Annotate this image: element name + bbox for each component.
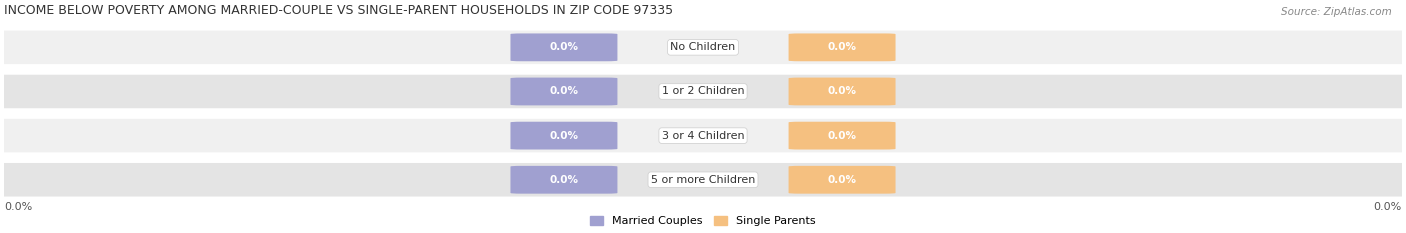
FancyBboxPatch shape — [789, 34, 896, 61]
Text: 0.0%: 0.0% — [828, 175, 856, 185]
Text: 5 or more Children: 5 or more Children — [651, 175, 755, 185]
Text: 0.0%: 0.0% — [550, 42, 578, 52]
Text: 0.0%: 0.0% — [828, 42, 856, 52]
FancyBboxPatch shape — [510, 122, 617, 150]
Text: INCOME BELOW POVERTY AMONG MARRIED-COUPLE VS SINGLE-PARENT HOUSEHOLDS IN ZIP COD: INCOME BELOW POVERTY AMONG MARRIED-COUPL… — [4, 4, 673, 17]
Text: 0.0%: 0.0% — [828, 86, 856, 96]
FancyBboxPatch shape — [510, 166, 617, 194]
FancyBboxPatch shape — [0, 119, 1406, 152]
FancyBboxPatch shape — [510, 34, 617, 61]
Text: No Children: No Children — [671, 42, 735, 52]
FancyBboxPatch shape — [789, 78, 896, 105]
Text: 0.0%: 0.0% — [1374, 202, 1402, 212]
FancyBboxPatch shape — [0, 31, 1406, 64]
FancyBboxPatch shape — [789, 166, 896, 194]
FancyBboxPatch shape — [0, 75, 1406, 108]
FancyBboxPatch shape — [0, 163, 1406, 196]
FancyBboxPatch shape — [510, 78, 617, 105]
Text: 0.0%: 0.0% — [828, 131, 856, 141]
Text: Source: ZipAtlas.com: Source: ZipAtlas.com — [1281, 7, 1392, 17]
Text: 0.0%: 0.0% — [550, 131, 578, 141]
Text: 3 or 4 Children: 3 or 4 Children — [662, 131, 744, 141]
Legend: Married Couples, Single Parents: Married Couples, Single Parents — [586, 213, 820, 230]
Text: 1 or 2 Children: 1 or 2 Children — [662, 86, 744, 96]
FancyBboxPatch shape — [789, 122, 896, 150]
Text: 0.0%: 0.0% — [4, 202, 32, 212]
Text: 0.0%: 0.0% — [550, 86, 578, 96]
Text: 0.0%: 0.0% — [550, 175, 578, 185]
